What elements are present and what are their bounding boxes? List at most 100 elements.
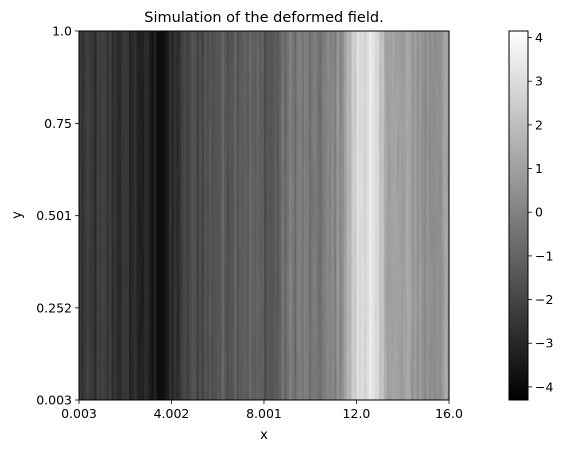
heatmap-column [331, 31, 335, 400]
heatmap-column [361, 31, 365, 400]
heatmap-column [249, 31, 253, 400]
colorbar-tick-label: 4 [535, 30, 543, 45]
y-tick-label: 0.003 [36, 393, 72, 408]
heatmap-column [341, 31, 345, 400]
heatmap-column [251, 31, 255, 400]
heatmap-column [201, 31, 205, 400]
heatmap-column [389, 31, 393, 400]
heatmap-column [119, 31, 123, 400]
heatmap-column [234, 31, 238, 400]
heatmap-column [381, 31, 385, 400]
heatmap-column [276, 31, 280, 400]
heatmap-column [376, 31, 380, 400]
colorbar-tick-label: 1 [535, 161, 543, 176]
x-tick-label: 4.002 [154, 406, 190, 421]
heatmap-column [429, 31, 433, 400]
heatmap-column [314, 31, 318, 400]
heatmap-column [289, 31, 293, 400]
heatmap-column [84, 31, 88, 400]
heatmap-column [354, 31, 358, 400]
heatmap-column [304, 31, 308, 400]
heatmap-column [104, 31, 108, 400]
heatmap-column [146, 31, 150, 400]
heatmap-column [211, 31, 215, 400]
heatmap-column [161, 31, 165, 400]
heatmap-column [274, 31, 278, 400]
x-axis-label: x [260, 428, 268, 443]
heatmap-column [379, 31, 383, 400]
x-axis-ticks: 0.003 4.002 8.001 12.0 16.0 [61, 400, 463, 421]
heatmap-column [411, 31, 415, 400]
heatmap-column [159, 31, 163, 400]
heatmap-column [424, 31, 428, 400]
heatmap-column [356, 31, 360, 400]
heatmap-column [439, 31, 443, 400]
heatmap-column [99, 31, 103, 400]
heatmap-column [196, 31, 200, 400]
heatmap-column [291, 31, 295, 400]
heatmap-column [226, 31, 230, 400]
colorbar-tick-label: −2 [535, 292, 553, 307]
chart-title: Simulation of the deformed field. [144, 10, 383, 26]
heatmap-column [129, 31, 133, 400]
heatmap-column [256, 31, 260, 400]
heatmap-column [446, 31, 450, 400]
heatmap-column [106, 31, 110, 400]
heatmap-column [324, 31, 328, 400]
colorbar-tick-label: −4 [535, 379, 553, 394]
heatmap-column [396, 31, 400, 400]
heatmap-column [391, 31, 395, 400]
heatmap-column [344, 31, 348, 400]
heatmap-column [414, 31, 418, 400]
heatmap-column [339, 31, 343, 400]
heatmap-column [399, 31, 403, 400]
heatmap-column [89, 31, 93, 400]
heatmap-column [244, 31, 248, 400]
heatmap-column [434, 31, 438, 400]
heatmap-column [299, 31, 303, 400]
heatmap-column [124, 31, 128, 400]
heatmap-column [326, 31, 330, 400]
heatmap-column [86, 31, 90, 400]
heatmap-field [79, 31, 450, 400]
heatmap-column [126, 31, 130, 400]
heatmap-column [329, 31, 333, 400]
x-tick-label: 16.0 [435, 406, 463, 421]
heatmap-column [174, 31, 178, 400]
heatmap-column [136, 31, 140, 400]
heatmap-column [246, 31, 250, 400]
heatmap-column [371, 31, 375, 400]
heatmap-column [239, 31, 243, 400]
heatmap-column [266, 31, 270, 400]
heatmap-column [141, 31, 145, 400]
heatmap-column [271, 31, 275, 400]
heatmap-column [364, 31, 368, 400]
heatmap-column [214, 31, 218, 400]
colorbar-tick-label: 2 [535, 117, 543, 132]
heatmap-column [156, 31, 160, 400]
heatmap-column [346, 31, 350, 400]
heatmap-column [151, 31, 155, 400]
heatmap-column [144, 31, 148, 400]
heatmap-column [426, 31, 430, 400]
heatmap-column [306, 31, 310, 400]
heatmap-column [139, 31, 143, 400]
heatmap-column [436, 31, 440, 400]
colorbar-tick-label: 3 [535, 74, 543, 89]
heatmap-column [164, 31, 168, 400]
heatmap-column [186, 31, 190, 400]
heatmap-column [79, 31, 83, 400]
colorbar-tick-label: −1 [535, 248, 553, 263]
heatmap-column [231, 31, 235, 400]
heatmap-column [221, 31, 225, 400]
heatmap-column [154, 31, 158, 400]
heatmap-column [301, 31, 305, 400]
heatmap-column [284, 31, 288, 400]
colorbar [508, 30, 529, 401]
heatmap-column [421, 31, 425, 400]
heatmap-column [116, 31, 120, 400]
heatmap-column [359, 31, 363, 400]
heatmap-column [281, 31, 285, 400]
heatmap-column [416, 31, 420, 400]
